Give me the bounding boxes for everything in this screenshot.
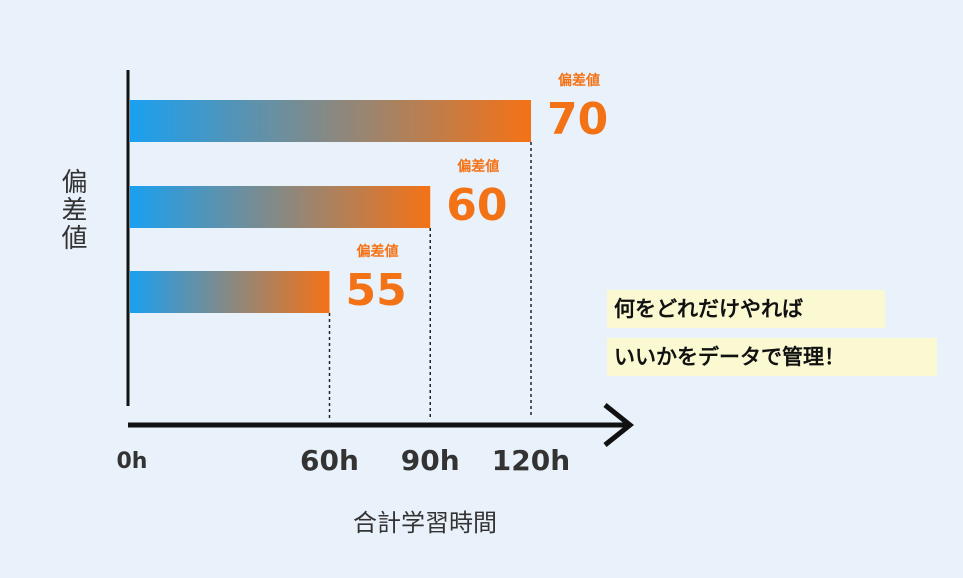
callout-text: いいかをデータで管理！ [614,345,845,369]
bar [130,100,531,142]
score-value: 55 [346,265,407,316]
y-axis-label: 偏差値 [57,168,87,252]
callout-box [607,338,937,376]
x-axis-arrow [603,403,635,447]
score-value: 60 [446,180,507,231]
score-value: 70 [547,94,608,145]
score-caption: 偏差値 [357,243,399,260]
x-tick-label: 120h [492,444,570,477]
score-caption: 偏差値 [558,72,600,89]
x-tick-label: 0h [117,449,148,474]
callout-box [607,290,885,328]
bar [130,271,330,313]
bar [130,186,431,228]
x-axis-label: 合計学習時間 [353,509,497,537]
x-tick-label: 60h [300,444,359,477]
x-tick-label: 90h [401,444,460,477]
score-caption: 偏差値 [457,158,499,175]
callout-text: 何をどれだけやれば [614,297,803,321]
